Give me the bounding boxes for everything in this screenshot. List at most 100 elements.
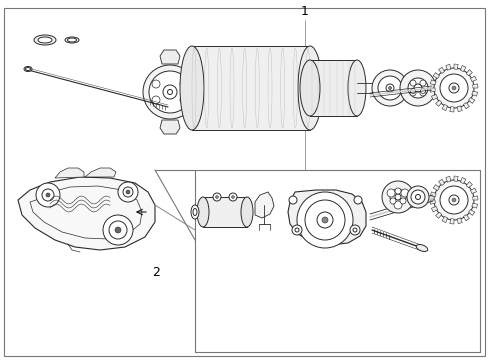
Circle shape: [433, 180, 473, 220]
Circle shape: [231, 195, 234, 198]
Bar: [192, 46, 309, 130]
Circle shape: [305, 200, 345, 240]
Ellipse shape: [149, 71, 191, 113]
Polygon shape: [468, 210, 474, 215]
Polygon shape: [445, 176, 450, 182]
Ellipse shape: [377, 83, 387, 93]
Polygon shape: [468, 98, 474, 103]
Polygon shape: [254, 192, 273, 218]
Ellipse shape: [191, 205, 199, 219]
Circle shape: [36, 183, 60, 207]
Polygon shape: [429, 200, 434, 204]
Circle shape: [394, 188, 400, 194]
Circle shape: [448, 83, 458, 93]
Polygon shape: [449, 219, 453, 224]
Polygon shape: [160, 50, 180, 64]
Polygon shape: [438, 67, 444, 73]
Ellipse shape: [410, 190, 424, 204]
Circle shape: [353, 196, 361, 204]
Polygon shape: [18, 177, 155, 250]
Circle shape: [409, 90, 415, 96]
Polygon shape: [472, 84, 477, 88]
Polygon shape: [55, 168, 84, 178]
Polygon shape: [463, 215, 468, 221]
Circle shape: [407, 78, 427, 98]
Circle shape: [291, 225, 302, 235]
Circle shape: [215, 195, 218, 198]
Ellipse shape: [371, 70, 407, 106]
Circle shape: [451, 198, 455, 202]
Polygon shape: [472, 196, 477, 200]
Polygon shape: [435, 212, 441, 219]
Polygon shape: [449, 107, 453, 112]
Polygon shape: [456, 106, 461, 112]
Circle shape: [413, 84, 421, 92]
Polygon shape: [469, 76, 476, 81]
Circle shape: [296, 192, 352, 248]
Polygon shape: [430, 94, 437, 100]
Circle shape: [420, 89, 425, 94]
Polygon shape: [287, 190, 365, 245]
Circle shape: [316, 212, 332, 228]
Circle shape: [46, 193, 50, 197]
Circle shape: [228, 193, 237, 201]
Polygon shape: [456, 218, 461, 224]
Polygon shape: [85, 168, 116, 177]
Circle shape: [400, 189, 408, 197]
Circle shape: [451, 86, 455, 90]
Text: 2: 2: [152, 266, 160, 279]
Polygon shape: [430, 207, 437, 212]
Polygon shape: [429, 88, 434, 92]
Ellipse shape: [65, 37, 79, 43]
Bar: [309, 60, 356, 116]
Polygon shape: [429, 80, 435, 85]
Circle shape: [399, 198, 405, 204]
Circle shape: [321, 217, 327, 223]
Ellipse shape: [167, 90, 172, 95]
Text: 1: 1: [301, 5, 308, 18]
Circle shape: [103, 215, 133, 245]
Circle shape: [152, 80, 160, 88]
Polygon shape: [160, 120, 180, 134]
Ellipse shape: [415, 244, 427, 252]
Circle shape: [409, 89, 415, 94]
Ellipse shape: [193, 208, 197, 216]
Circle shape: [381, 181, 413, 213]
Circle shape: [115, 227, 121, 233]
Ellipse shape: [38, 37, 52, 43]
Circle shape: [419, 90, 425, 96]
Circle shape: [386, 189, 394, 197]
Circle shape: [393, 201, 401, 209]
Polygon shape: [441, 216, 447, 222]
Polygon shape: [471, 203, 477, 208]
Polygon shape: [460, 177, 465, 184]
Circle shape: [419, 80, 425, 86]
Ellipse shape: [197, 197, 208, 227]
Polygon shape: [465, 181, 471, 188]
Polygon shape: [432, 73, 439, 78]
Circle shape: [409, 80, 415, 86]
Ellipse shape: [163, 85, 177, 99]
Circle shape: [118, 182, 138, 202]
Ellipse shape: [297, 46, 321, 130]
Polygon shape: [30, 186, 142, 239]
Ellipse shape: [299, 60, 319, 116]
Polygon shape: [463, 103, 468, 109]
Bar: [203, 197, 246, 227]
Circle shape: [213, 193, 221, 201]
Circle shape: [109, 221, 127, 239]
Circle shape: [180, 96, 187, 104]
Circle shape: [399, 70, 435, 106]
Polygon shape: [453, 176, 457, 181]
Polygon shape: [469, 188, 476, 194]
Circle shape: [394, 194, 400, 200]
Polygon shape: [445, 64, 450, 70]
Ellipse shape: [387, 86, 391, 90]
Ellipse shape: [25, 68, 30, 71]
Circle shape: [352, 228, 356, 232]
Ellipse shape: [377, 76, 401, 100]
Polygon shape: [453, 64, 457, 69]
Ellipse shape: [380, 86, 385, 90]
Ellipse shape: [385, 84, 393, 92]
Circle shape: [152, 96, 160, 104]
